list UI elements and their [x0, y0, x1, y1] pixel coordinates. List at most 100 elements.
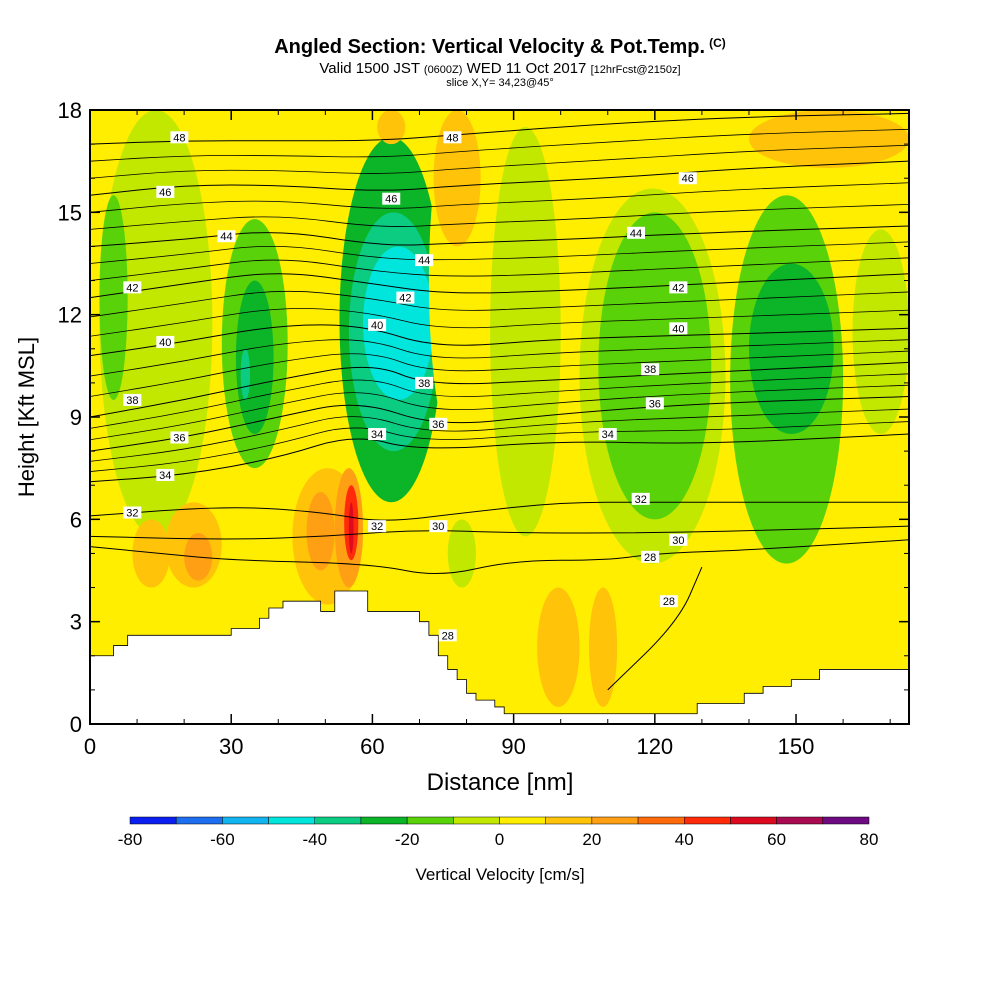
contour-label-38: 38	[415, 376, 434, 390]
colorbar-tick-label: -20	[395, 830, 420, 849]
y-tick-label: 9	[70, 405, 82, 430]
colorbar-swatch	[453, 816, 500, 825]
contour-label-box	[156, 335, 175, 348]
velocity-cell	[99, 195, 128, 400]
valid-date: WED 11 Oct 2017	[466, 60, 587, 77]
isentrope-interp	[90, 203, 909, 230]
isentrope-interp	[90, 421, 909, 472]
y-tick-label: 18	[58, 98, 82, 123]
contour-label-box	[669, 281, 688, 294]
contour-label-text: 42	[672, 282, 684, 294]
colorbar-tick-label: -60	[210, 830, 235, 849]
slice-info: slice X,Y= 34,23@45°	[446, 77, 554, 89]
velocity-cell	[306, 492, 335, 571]
terrain-mask	[90, 590, 909, 724]
contour-label-box	[170, 131, 189, 144]
contour-label-text: 28	[442, 630, 454, 642]
colorbar-tick-label: 80	[860, 830, 879, 849]
contour-label-box	[382, 192, 401, 205]
contour-label-text: 38	[418, 378, 430, 390]
x-tick-label: 90	[501, 734, 525, 759]
contour-label-48: 48	[443, 131, 462, 144]
velocity-cell	[99, 110, 213, 537]
colorbar-swatch	[499, 816, 546, 825]
contour-label-text: 30	[432, 521, 444, 533]
isentrope-38	[90, 361, 909, 418]
x-tick-label: 30	[219, 734, 243, 759]
contour-label-text: 32	[126, 508, 138, 520]
contour-label-box	[631, 492, 650, 505]
y-tick-label: 0	[70, 712, 82, 737]
colorbar-swatch	[730, 816, 777, 825]
contour-label-32: 32	[123, 506, 142, 520]
forecast-info: [12hrFcst@2150z]	[590, 64, 681, 76]
contour-label-42: 42	[396, 291, 415, 305]
colorbar-tick-label: -80	[118, 830, 143, 849]
contour-label-box	[415, 376, 434, 389]
contour-label-42: 42	[123, 281, 142, 294]
contour-label-box	[429, 520, 448, 533]
isentrope-28	[90, 539, 909, 575]
contour-label-text: 34	[371, 429, 383, 441]
contour-label-44: 44	[217, 230, 236, 243]
isentrope-interp	[90, 408, 909, 462]
contour-label-40: 40	[156, 335, 175, 349]
y-tick-label: 15	[58, 200, 82, 225]
contour-label-46: 46	[156, 185, 175, 199]
velocity-cell	[537, 587, 580, 707]
isentrope-interp	[90, 144, 909, 179]
colorbar-tick-label: -40	[302, 830, 327, 849]
x-axis-label: Distance [nm]	[427, 769, 574, 796]
isentrope-interp	[90, 350, 909, 397]
chart-title: Angled Section: Vertical Velocity & Pot.…	[0, 36, 1000, 59]
contour-label-text: 44	[630, 228, 642, 240]
velocity-cell	[654, 587, 693, 690]
x-tick-label: 120	[636, 734, 673, 759]
contour-label-text: 34	[159, 470, 171, 482]
contour-label-box	[641, 363, 660, 376]
velocity-cell	[433, 110, 481, 247]
isentrope-40	[90, 324, 909, 357]
contour-label-box	[123, 393, 142, 406]
velocity-cell	[377, 110, 406, 145]
colorbar-swatch	[591, 816, 639, 825]
contour-label-box	[429, 417, 448, 430]
colorbar-label: Vertical Velocity [cm/s]	[415, 865, 584, 884]
colorbar-swatch	[175, 816, 223, 825]
contour-label-46: 46	[382, 192, 401, 206]
isentrope-28	[607, 566, 703, 691]
terrain	[90, 590, 909, 724]
contour-label-box	[368, 520, 387, 533]
colorbar-swatch	[129, 816, 177, 825]
colorbar-swatch	[222, 816, 269, 825]
vertical-velocity-field	[90, 110, 909, 724]
isentrope-interp	[90, 308, 909, 337]
contour-label-text: 36	[173, 432, 185, 444]
contour-label-30: 30	[429, 520, 448, 533]
contour-label-text: 42	[399, 293, 411, 305]
velocity-cell	[235, 280, 274, 435]
colorbar-swatch	[684, 816, 731, 825]
contour-label-28: 28	[438, 629, 457, 642]
contour-label-text: 38	[644, 364, 656, 376]
contour-label-box	[170, 431, 189, 444]
contour-label-box	[368, 428, 387, 441]
colorbar-swatch	[822, 816, 870, 825]
contour-label-text: 44	[418, 255, 430, 267]
valid-prefix: Valid 1500 JST	[319, 60, 420, 77]
contour-label-box	[443, 131, 462, 144]
contour-label-32: 32	[368, 520, 387, 533]
velocity-cell	[701, 587, 844, 690]
chart-subtitle: Valid 1500 JST (0600Z) WED 11 Oct 2017 […	[0, 60, 1000, 77]
x-tick-label: 60	[360, 734, 384, 759]
colorbar-swatch	[268, 816, 315, 825]
contour-label-42: 42	[669, 281, 688, 294]
isentrope-32	[90, 501, 909, 521]
colorbar-swatch	[406, 816, 454, 825]
contour-label-30: 30	[669, 533, 688, 547]
contour-label-text: 40	[672, 323, 684, 335]
contour-label-box	[678, 172, 697, 185]
velocity-cell	[490, 127, 561, 537]
contour-label-text: 36	[649, 398, 661, 410]
